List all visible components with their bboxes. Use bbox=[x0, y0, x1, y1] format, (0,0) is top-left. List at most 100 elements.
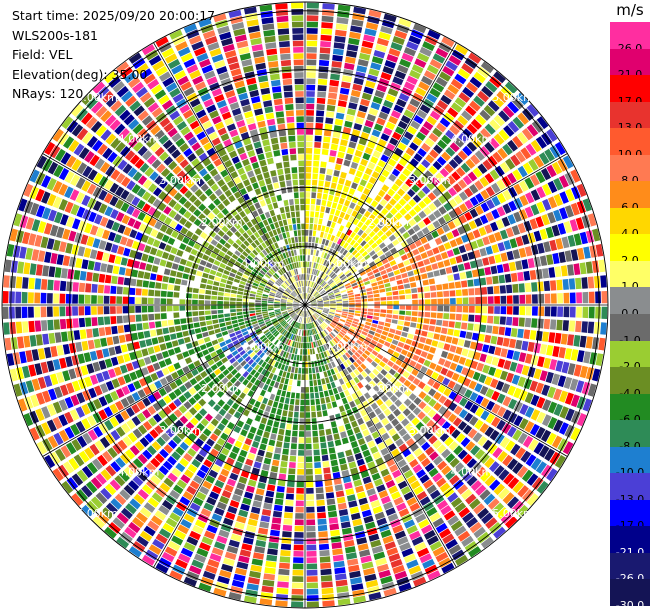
velocity-cell bbox=[306, 78, 316, 85]
velocity-cell bbox=[343, 159, 351, 167]
velocity-cell bbox=[291, 292, 296, 297]
velocity-cell bbox=[173, 256, 181, 264]
velocity-cell bbox=[305, 242, 308, 249]
velocity-cell bbox=[261, 267, 268, 273]
velocity-cell bbox=[108, 346, 116, 356]
velocity-cell bbox=[239, 210, 246, 218]
velocity-cell bbox=[239, 449, 248, 458]
velocity-cell bbox=[467, 171, 478, 182]
velocity-cell bbox=[125, 503, 137, 515]
velocity-cell bbox=[102, 252, 110, 262]
velocity-cell bbox=[505, 372, 514, 383]
velocity-cell bbox=[383, 501, 394, 511]
velocity-cell bbox=[346, 50, 358, 58]
velocity-cell bbox=[109, 196, 119, 207]
velocity-cell bbox=[367, 294, 374, 298]
velocity-cell bbox=[81, 112, 93, 125]
velocity-cell bbox=[454, 554, 469, 566]
velocity-cell bbox=[540, 429, 552, 443]
velocity-cell bbox=[318, 180, 324, 187]
velocity-cell bbox=[75, 258, 83, 269]
velocity-cell bbox=[405, 265, 413, 272]
velocity-cell bbox=[34, 234, 43, 247]
velocity-cell bbox=[461, 322, 468, 330]
velocity-cell bbox=[364, 235, 372, 243]
velocity-cell bbox=[267, 342, 273, 349]
velocity-cell bbox=[196, 422, 205, 432]
velocity-cell bbox=[192, 173, 201, 183]
velocity-cell bbox=[345, 546, 356, 554]
velocity-cell bbox=[364, 455, 374, 464]
velocity-cell bbox=[515, 236, 524, 247]
velocity-cell bbox=[158, 213, 167, 223]
velocity-cell bbox=[517, 328, 524, 339]
velocity-cell bbox=[255, 294, 262, 298]
velocity-cell bbox=[364, 254, 371, 261]
velocity-cell bbox=[425, 154, 435, 164]
velocity-cell bbox=[507, 120, 520, 133]
velocity-cell bbox=[309, 309, 315, 313]
velocity-cell bbox=[300, 399, 305, 406]
velocity-cell bbox=[306, 513, 315, 519]
velocity-cell bbox=[218, 287, 225, 292]
velocity-cell bbox=[274, 414, 281, 422]
velocity-cell bbox=[400, 115, 411, 124]
velocity-cell bbox=[238, 555, 250, 564]
velocity-cell bbox=[426, 484, 437, 495]
velocity-cell bbox=[403, 259, 411, 266]
velocity-cell bbox=[500, 295, 507, 304]
velocity-cell bbox=[453, 383, 462, 393]
velocity-cell bbox=[481, 306, 488, 314]
velocity-cell bbox=[280, 301, 287, 303]
velocity-cell bbox=[234, 372, 242, 380]
velocity-cell bbox=[256, 341, 263, 347]
velocity-cell bbox=[156, 436, 166, 447]
velocity-cell bbox=[269, 393, 276, 401]
velocity-cell bbox=[481, 512, 494, 525]
velocity-cell bbox=[326, 168, 333, 176]
velocity-cell bbox=[329, 333, 334, 339]
velocity-cell bbox=[251, 320, 258, 325]
velocity-cell bbox=[334, 314, 341, 319]
velocity-cell bbox=[109, 119, 121, 131]
velocity-cell bbox=[364, 573, 377, 582]
velocity-cell bbox=[78, 282, 86, 293]
velocity-cell bbox=[289, 373, 294, 380]
velocity-cell bbox=[519, 180, 529, 192]
velocity-cell bbox=[85, 317, 92, 327]
velocity-cell bbox=[173, 312, 180, 318]
velocity-cell bbox=[293, 557, 304, 564]
velocity-cell bbox=[394, 423, 404, 432]
velocity-cell bbox=[449, 345, 457, 353]
velocity-cell bbox=[555, 238, 564, 250]
velocity-cell bbox=[430, 176, 440, 186]
velocity-cell bbox=[250, 376, 257, 384]
velocity-cell bbox=[77, 353, 86, 364]
velocity-cell bbox=[199, 136, 210, 146]
velocity-cell bbox=[305, 456, 313, 463]
velocity-cell bbox=[267, 548, 278, 556]
velocity-cell bbox=[141, 484, 153, 495]
velocity-cell bbox=[351, 583, 364, 591]
velocity-cell bbox=[411, 184, 420, 193]
velocity-cell bbox=[272, 374, 278, 381]
velocity-cell bbox=[374, 407, 382, 416]
velocity-cell bbox=[553, 388, 562, 401]
velocity-cell bbox=[230, 293, 237, 298]
velocity-cell bbox=[377, 189, 386, 198]
velocity-cell bbox=[230, 171, 239, 179]
velocity-cell bbox=[335, 297, 342, 300]
velocity-cell bbox=[360, 193, 368, 201]
velocity-cell bbox=[347, 330, 354, 336]
velocity-cell bbox=[92, 516, 106, 529]
velocity-cell bbox=[441, 465, 452, 476]
velocity-cell bbox=[126, 258, 134, 268]
velocity-cell bbox=[114, 493, 127, 506]
velocity-cell bbox=[296, 296, 301, 301]
velocity-cell bbox=[485, 81, 498, 93]
velocity-cell bbox=[216, 390, 225, 398]
velocity-cell bbox=[214, 479, 225, 489]
velocity-cell bbox=[81, 504, 94, 518]
velocity-cell bbox=[342, 307, 349, 310]
velocity-cell bbox=[462, 424, 473, 435]
